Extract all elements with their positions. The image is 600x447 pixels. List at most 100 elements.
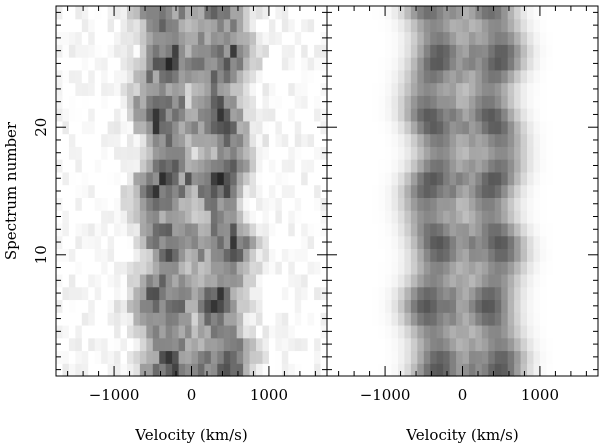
heatmap-cell: [178, 69, 186, 84]
x-tick-label: 0: [187, 386, 197, 404]
heatmap-cell: [423, 108, 431, 122]
heatmap-cell: [520, 69, 528, 84]
heatmap-cell: [372, 286, 380, 301]
heatmap-cell: [333, 57, 341, 71]
heatmap-cell: [449, 210, 457, 224]
heatmap-cell: [223, 95, 231, 109]
heatmap-cell: [346, 159, 354, 173]
heatmap-cell: [397, 133, 406, 147]
heatmap-cell: [81, 82, 89, 96]
heatmap-cell: [152, 82, 160, 96]
heatmap-cell: [494, 82, 502, 96]
heatmap-cell: [152, 337, 160, 352]
heatmap-cell: [410, 57, 418, 71]
heatmap-cell: [572, 299, 580, 313]
heatmap-cell: [262, 337, 270, 352]
heatmap-cell: [391, 261, 399, 275]
heatmap-cell: [514, 146, 522, 160]
heatmap-cell: [262, 133, 270, 147]
heatmap-cell: [178, 184, 186, 198]
heatmap-cell: [391, 248, 399, 262]
heatmap-cell: [372, 31, 380, 45]
heatmap-cell: [165, 159, 173, 173]
heatmap-cell: [152, 44, 160, 58]
heatmap-cell: [88, 159, 96, 173]
heatmap-cell: [294, 31, 302, 45]
heatmap-cell: [488, 222, 496, 237]
heatmap-cell: [468, 120, 476, 135]
heatmap-cell: [333, 273, 341, 288]
heatmap-cell: [391, 184, 399, 198]
heatmap-cell: [185, 95, 193, 109]
heatmap-cell: [527, 312, 535, 326]
heatmap-cell: [346, 299, 354, 313]
heatmap-cell: [288, 273, 296, 288]
heatmap-cell: [520, 146, 528, 160]
heatmap-cell: [436, 273, 444, 288]
heatmap-cell: [178, 299, 186, 313]
heatmap-cell: [301, 146, 309, 160]
heatmap-cell: [436, 248, 444, 262]
heatmap-cell: [230, 133, 238, 147]
heatmap-cell: [520, 261, 528, 275]
heatmap-cell: [391, 95, 399, 109]
heatmap-cell: [339, 6, 347, 20]
heatmap-cell: [152, 184, 160, 198]
heatmap-cell: [494, 44, 502, 58]
heatmap-cell: [210, 363, 218, 377]
heatmap-cell: [101, 82, 109, 96]
heatmap-cell: [501, 31, 509, 45]
heatmap-cell: [514, 31, 522, 45]
heatmap-cell: [352, 248, 360, 262]
heatmap-cell: [139, 286, 147, 301]
heatmap-cell: [88, 248, 96, 262]
heatmap-cell: [139, 184, 147, 198]
heatmap-cell: [262, 57, 270, 71]
heatmap-cell: [417, 235, 425, 250]
heatmap-cell: [133, 210, 141, 224]
heatmap-cell: [139, 159, 147, 173]
heatmap-cell: [385, 6, 393, 20]
heatmap-cell: [172, 350, 180, 364]
heatmap-cell: [191, 69, 199, 84]
heatmap-cell: [423, 120, 431, 135]
heatmap-cell: [126, 82, 135, 96]
heatmap-cell: [507, 363, 515, 377]
heatmap-cell: [417, 248, 425, 262]
heatmap-cell: [359, 286, 367, 301]
heatmap-cell: [217, 324, 225, 339]
heatmap-cell: [94, 69, 102, 84]
heatmap-cell: [339, 171, 347, 186]
heatmap-cell: [197, 337, 205, 352]
heatmap-cell: [372, 312, 380, 326]
heatmap-cell: [256, 95, 264, 109]
heatmap-cell: [223, 350, 231, 364]
heatmap-cell: [152, 159, 160, 173]
heatmap-cell: [94, 133, 102, 147]
heatmap-cell: [114, 184, 122, 198]
heatmap-cell: [120, 337, 128, 352]
heatmap-cell: [378, 210, 386, 224]
heatmap-cell: [585, 273, 593, 288]
heatmap-cell: [94, 222, 102, 237]
heatmap-cell: [185, 184, 193, 198]
heatmap-cell: [249, 44, 257, 58]
heatmap-cell: [488, 324, 496, 339]
heatmap-cell: [165, 248, 173, 262]
heatmap-cell: [352, 133, 360, 147]
heatmap-cell: [262, 31, 270, 45]
heatmap-cell: [385, 69, 393, 84]
heatmap-cell: [346, 69, 354, 84]
heatmap-cell: [223, 133, 231, 147]
heatmap-cell: [346, 133, 354, 147]
heatmap-cell: [68, 120, 76, 135]
heatmap-cell: [107, 69, 115, 84]
heatmap-cell: [585, 363, 593, 377]
heatmap-cell: [249, 350, 257, 364]
heatmap-cell: [243, 133, 251, 147]
heatmap-cell: [81, 197, 89, 211]
heatmap-cell: [256, 286, 264, 301]
heatmap-cell: [75, 6, 83, 20]
heatmap-cell: [475, 6, 483, 20]
heatmap-cell: [294, 210, 302, 224]
